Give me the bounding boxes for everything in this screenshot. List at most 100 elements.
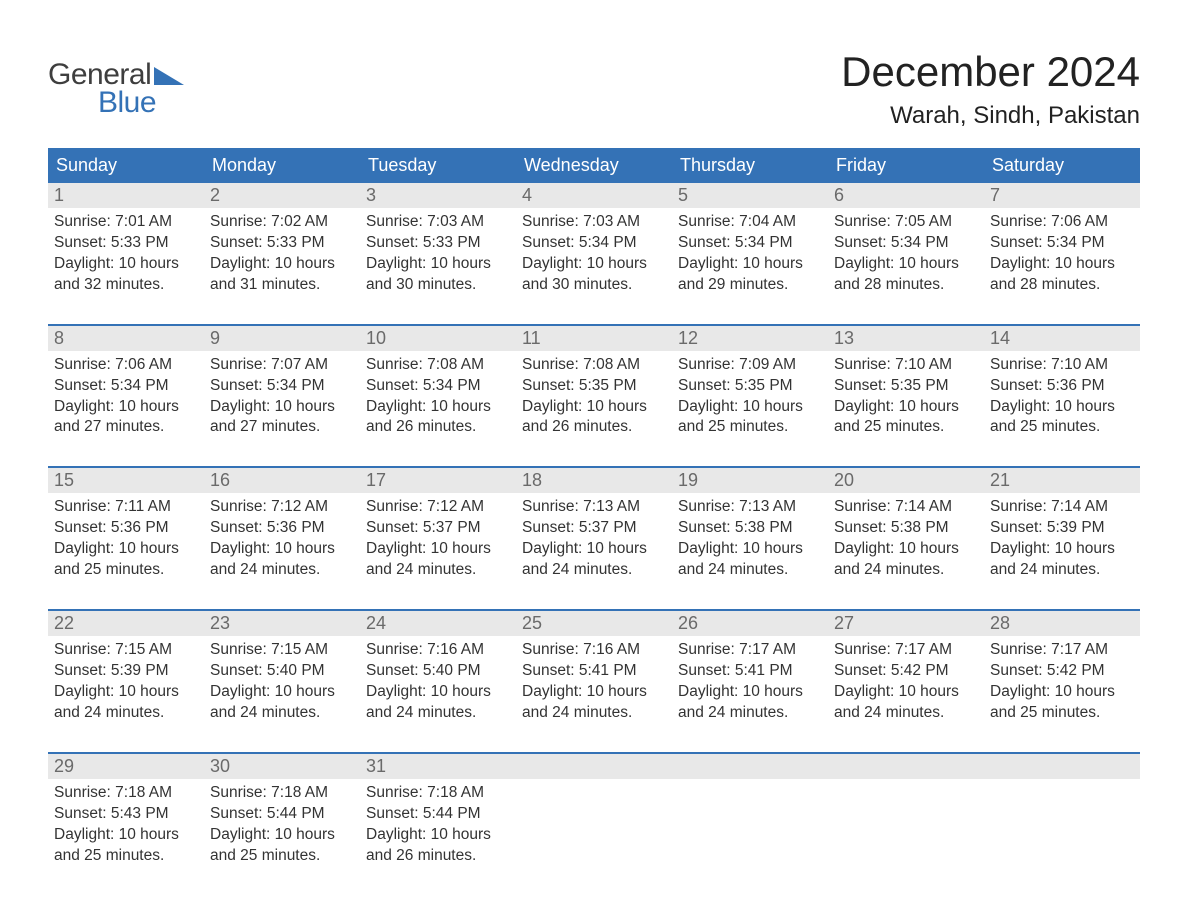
sunset-line: Sunset: 5:34 PM bbox=[678, 233, 822, 254]
calendar-week: 8Sunrise: 7:06 AMSunset: 5:34 PMDaylight… bbox=[48, 324, 1140, 445]
weekday-header: Saturday bbox=[984, 148, 1140, 183]
sunset-line: Sunset: 5:42 PM bbox=[990, 661, 1134, 682]
sunrise-line: Sunrise: 7:12 AM bbox=[210, 497, 354, 518]
sunrise-line: Sunrise: 7:06 AM bbox=[54, 355, 198, 376]
day-info: Sunrise: 7:17 AMSunset: 5:42 PMDaylight:… bbox=[834, 640, 978, 724]
logo-text-blue: Blue bbox=[98, 86, 184, 120]
calendar-day: 15 Sunrise: 7:11 AMSunset: 5:36 PMDayligh… bbox=[48, 468, 204, 587]
day-info: Sunrise: 7:16 AMSunset: 5:41 PMDaylight:… bbox=[522, 640, 666, 724]
daylight-line: Daylight: 10 hours and 32 minutes. bbox=[54, 254, 198, 296]
calendar-day: 10Sunrise: 7:08 AMSunset: 5:34 PMDayligh… bbox=[360, 326, 516, 445]
sunset-line: Sunset: 5:38 PM bbox=[678, 518, 822, 539]
sunrise-line: Sunrise: 7:06 AM bbox=[990, 212, 1134, 233]
day-info: Sunrise: 7:18 AMSunset: 5:44 PMDaylight:… bbox=[366, 783, 510, 867]
day-info: Sunrise: 7:11 AMSunset: 5:36 PMDaylight:… bbox=[54, 497, 198, 581]
sunrise-line: Sunrise: 7:04 AM bbox=[678, 212, 822, 233]
sunrise-line: Sunrise: 7:18 AM bbox=[54, 783, 198, 804]
calendar-day: 16 Sunrise: 7:12 AMSunset: 5:36 PMDayligh… bbox=[204, 468, 360, 587]
sunset-line: Sunset: 5:34 PM bbox=[834, 233, 978, 254]
calendar-week: 29Sunrise: 7:18 AMSunset: 5:43 PMDayligh… bbox=[48, 752, 1140, 873]
day-number: 28 bbox=[984, 611, 1140, 636]
calendar-day: 1Sunrise: 7:01 AMSunset: 5:33 PMDaylight… bbox=[48, 183, 204, 302]
daylight-line: Daylight: 10 hours and 25 minutes. bbox=[54, 539, 198, 581]
sunset-line: Sunset: 5:40 PM bbox=[366, 661, 510, 682]
weekday-header: Tuesday bbox=[360, 148, 516, 183]
sunrise-line: Sunrise: 7:10 AM bbox=[834, 355, 978, 376]
day-number: 15 bbox=[48, 468, 204, 493]
day-info: Sunrise: 7:08 AMSunset: 5:35 PMDaylight:… bbox=[522, 355, 666, 439]
calendar-day: 20Sunrise: 7:14 AMSunset: 5:38 PMDayligh… bbox=[828, 468, 984, 587]
day-number: 17 bbox=[360, 468, 516, 493]
daylight-line: Daylight: 10 hours and 26 minutes. bbox=[522, 397, 666, 439]
day-info: Sunrise: 7:03 AMSunset: 5:34 PMDaylight:… bbox=[522, 212, 666, 296]
calendar-day: 12Sunrise: 7:09 AMSunset: 5:35 PMDayligh… bbox=[672, 326, 828, 445]
weekday-header: Wednesday bbox=[516, 148, 672, 183]
calendar-day: 21Sunrise: 7:14 AMSunset: 5:39 PMDayligh… bbox=[984, 468, 1140, 587]
day-info: Sunrise: 7:10 AMSunset: 5:36 PMDaylight:… bbox=[990, 355, 1134, 439]
sunset-line: Sunset: 5:41 PM bbox=[522, 661, 666, 682]
sunrise-line: Sunrise: 7:05 AM bbox=[834, 212, 978, 233]
day-number: 29 bbox=[48, 754, 204, 779]
daylight-line: Daylight: 10 hours and 25 minutes. bbox=[834, 397, 978, 439]
sunset-line: Sunset: 5:43 PM bbox=[54, 804, 198, 825]
day-number: 10 bbox=[360, 326, 516, 351]
daylight-line: Daylight: 10 hours and 25 minutes. bbox=[210, 825, 354, 867]
weekday-header-row: Sunday Monday Tuesday Wednesday Thursday… bbox=[48, 148, 1140, 183]
daylight-line: Daylight: 10 hours and 24 minutes. bbox=[678, 682, 822, 724]
weekday-header: Friday bbox=[828, 148, 984, 183]
daylight-line: Daylight: 10 hours and 29 minutes. bbox=[678, 254, 822, 296]
calendar-day: 26Sunrise: 7:17 AMSunset: 5:41 PMDayligh… bbox=[672, 611, 828, 730]
daylight-line: Daylight: 10 hours and 26 minutes. bbox=[366, 825, 510, 867]
calendar-day: 29 Sunrise: 7:18 AMSunset: 5:43 PMDayligh… bbox=[48, 754, 204, 873]
weekday-header: Sunday bbox=[48, 148, 204, 183]
day-number: 13 bbox=[828, 326, 984, 351]
day-info: Sunrise: 7:06 AMSunset: 5:34 PMDaylight:… bbox=[990, 212, 1134, 296]
sunset-line: Sunset: 5:34 PM bbox=[522, 233, 666, 254]
daylight-line: Daylight: 10 hours and 24 minutes. bbox=[54, 682, 198, 724]
day-number: 19 bbox=[672, 468, 828, 493]
title-block: December 2024 Warah, Sindh, Pakistan bbox=[841, 48, 1140, 130]
sunrise-line: Sunrise: 7:15 AM bbox=[54, 640, 198, 661]
sunset-line: Sunset: 5:44 PM bbox=[366, 804, 510, 825]
daylight-line: Daylight: 10 hours and 30 minutes. bbox=[366, 254, 510, 296]
day-info: Sunrise: 7:18 AMSunset: 5:44 PMDaylight:… bbox=[210, 783, 354, 867]
calendar-day bbox=[984, 754, 1140, 873]
day-info: Sunrise: 7:14 AMSunset: 5:38 PMDaylight:… bbox=[834, 497, 978, 581]
calendar-day: 2Sunrise: 7:02 AMSunset: 5:33 PMDaylight… bbox=[204, 183, 360, 302]
calendar-day: 22Sunrise: 7:15 AMSunset: 5:39 PMDayligh… bbox=[48, 611, 204, 730]
sunset-line: Sunset: 5:37 PM bbox=[366, 518, 510, 539]
sunrise-line: Sunrise: 7:08 AM bbox=[522, 355, 666, 376]
sunset-line: Sunset: 5:34 PM bbox=[990, 233, 1134, 254]
day-info: Sunrise: 7:14 AMSunset: 5:39 PMDaylight:… bbox=[990, 497, 1134, 581]
day-number: 1 bbox=[48, 183, 204, 208]
calendar-day: 14Sunrise: 7:10 AMSunset: 5:36 PMDayligh… bbox=[984, 326, 1140, 445]
header: General Blue December 2024 Warah, Sindh,… bbox=[48, 48, 1140, 130]
day-info: Sunrise: 7:10 AMSunset: 5:35 PMDaylight:… bbox=[834, 355, 978, 439]
day-number: 30 bbox=[204, 754, 360, 779]
month-title: December 2024 bbox=[841, 48, 1140, 96]
daylight-line: Daylight: 10 hours and 24 minutes. bbox=[834, 682, 978, 724]
sunset-line: Sunset: 5:40 PM bbox=[210, 661, 354, 682]
calendar-day: 18Sunrise: 7:13 AMSunset: 5:37 PMDayligh… bbox=[516, 468, 672, 587]
daylight-line: Daylight: 10 hours and 24 minutes. bbox=[990, 539, 1134, 581]
day-number: 16 bbox=[204, 468, 360, 493]
sunrise-line: Sunrise: 7:16 AM bbox=[366, 640, 510, 661]
daylight-line: Daylight: 10 hours and 28 minutes. bbox=[990, 254, 1134, 296]
daylight-line: Daylight: 10 hours and 25 minutes. bbox=[54, 825, 198, 867]
calendar-day: 27Sunrise: 7:17 AMSunset: 5:42 PMDayligh… bbox=[828, 611, 984, 730]
sunrise-line: Sunrise: 7:16 AM bbox=[522, 640, 666, 661]
sunrise-line: Sunrise: 7:12 AM bbox=[366, 497, 510, 518]
sunrise-line: Sunrise: 7:11 AM bbox=[54, 497, 198, 518]
day-number: 8 bbox=[48, 326, 204, 351]
day-info: Sunrise: 7:12 AMSunset: 5:36 PMDaylight:… bbox=[210, 497, 354, 581]
calendar-day: 8Sunrise: 7:06 AMSunset: 5:34 PMDaylight… bbox=[48, 326, 204, 445]
sunset-line: Sunset: 5:36 PM bbox=[990, 376, 1134, 397]
day-info: Sunrise: 7:12 AMSunset: 5:37 PMDaylight:… bbox=[366, 497, 510, 581]
sunrise-line: Sunrise: 7:14 AM bbox=[990, 497, 1134, 518]
calendar-day: 11 Sunrise: 7:08 AMSunset: 5:35 PMDayligh… bbox=[516, 326, 672, 445]
day-info: Sunrise: 7:16 AMSunset: 5:40 PMDaylight:… bbox=[366, 640, 510, 724]
sunset-line: Sunset: 5:41 PM bbox=[678, 661, 822, 682]
logo: General Blue bbox=[48, 58, 184, 120]
day-number: 11 bbox=[516, 326, 672, 351]
sunset-line: Sunset: 5:35 PM bbox=[834, 376, 978, 397]
